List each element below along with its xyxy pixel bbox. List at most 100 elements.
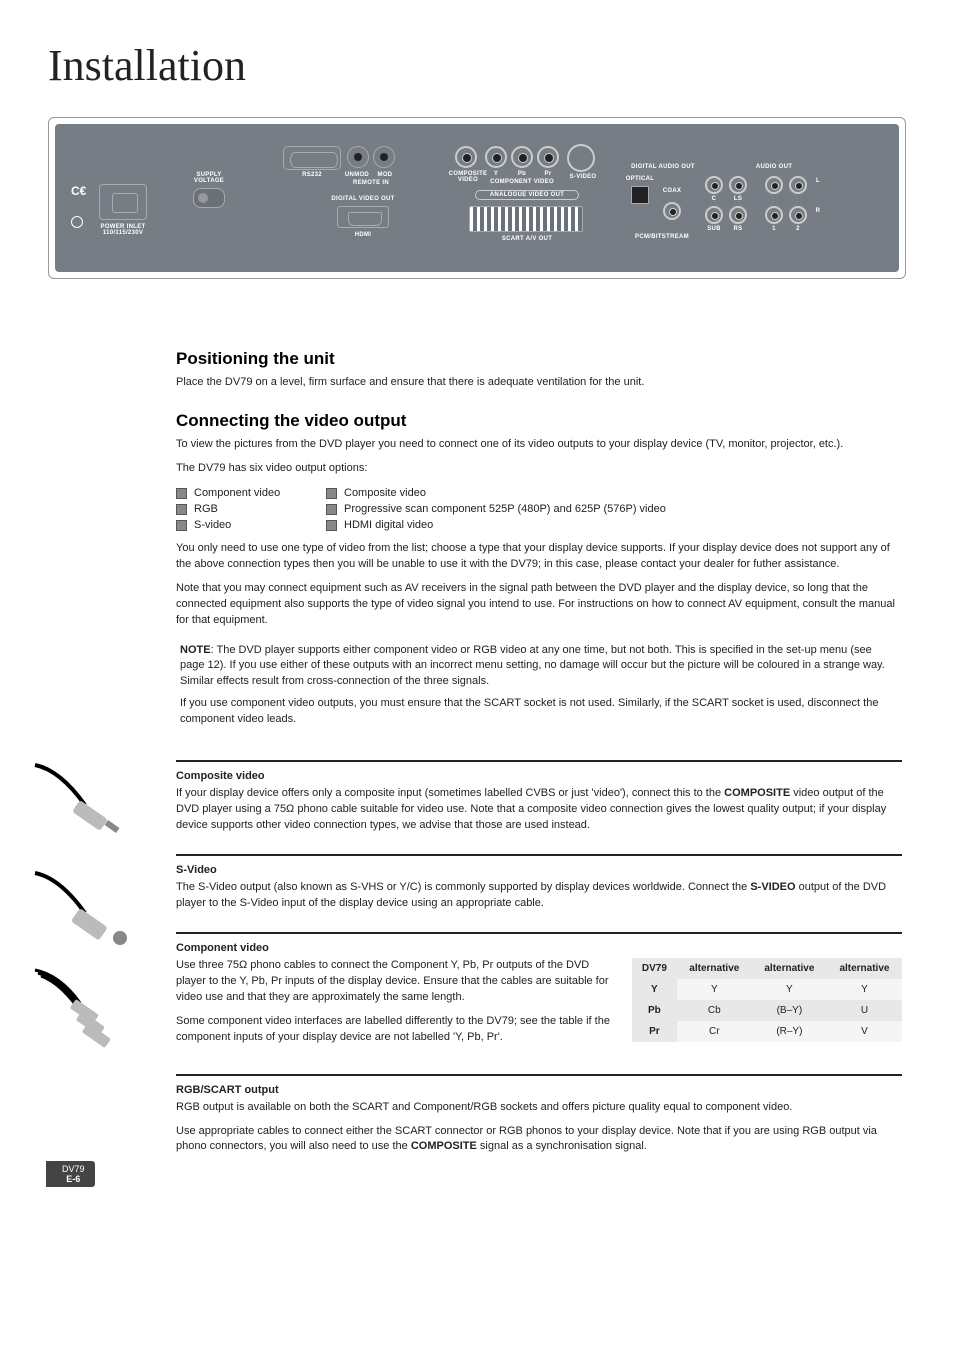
rs232-label: RS232 xyxy=(295,172,329,178)
section-component: Component video DV79 alternative alterna… xyxy=(176,942,902,1054)
digital-video-out-label: DIGITAL VIDEO OUT xyxy=(315,196,411,202)
connecting-p4: Note that you may connect equipment such… xyxy=(176,581,902,629)
audio-r-label: R xyxy=(813,208,823,214)
composite-rca-icon xyxy=(455,146,477,168)
optical-label: OPTICAL xyxy=(625,176,655,182)
table-row: Y Y Y Y xyxy=(632,979,902,1000)
rgb-p2: Use appropriate cables to connect either… xyxy=(176,1124,902,1156)
th: alternative xyxy=(752,958,827,979)
connecting-p2: The DV79 has six video output options: xyxy=(176,461,902,477)
composite-heading: Composite video xyxy=(176,770,902,782)
list-item: RGB xyxy=(176,501,326,517)
pb-label: Pb xyxy=(513,171,531,177)
coax-rca-icon xyxy=(663,202,681,220)
hdmi-port-icon xyxy=(337,206,389,228)
audio-rs-icon xyxy=(729,206,747,224)
connecting-heading: Connecting the video output xyxy=(176,411,902,431)
table-row: Pr Cr (R–Y) V xyxy=(632,1021,902,1042)
power-inlet-label: POWER INLET 110/115/230V xyxy=(93,224,153,236)
composite-bold: COMPOSITE xyxy=(724,787,790,799)
note1-text: : The DVD player supports either compone… xyxy=(180,644,885,688)
note-label: NOTE xyxy=(180,644,211,656)
supply-voltage-switch-icon xyxy=(193,188,225,208)
analogue-video-out-label: ANALOGUE VIDEO OUT xyxy=(475,190,579,200)
c-label: C xyxy=(705,196,723,202)
td: Cr xyxy=(677,1021,752,1042)
td: Y xyxy=(677,979,752,1000)
audio-2r-icon xyxy=(789,206,807,224)
td: Y xyxy=(752,979,827,1000)
page-title: Installation xyxy=(48,40,954,91)
section-positioning: Positioning the unit Place the DV79 on a… xyxy=(176,349,902,391)
td: Y xyxy=(632,979,677,1000)
td: Pb xyxy=(632,1000,677,1021)
digital-audio-out-label: DIGITAL AUDIO OUT xyxy=(615,164,711,170)
note1: NOTE: The DVD player supports either com… xyxy=(180,643,898,691)
hdmi-label: HDMI xyxy=(349,232,377,238)
rgb-p2-b: signal as a synchronisation signal. xyxy=(477,1140,647,1152)
audio-ls-icon xyxy=(729,176,747,194)
remote-mod-jack-icon xyxy=(373,146,395,168)
composite-body: If your display device offers only a com… xyxy=(176,786,902,834)
supply-voltage: SUPPLY VOLTAGE xyxy=(185,172,233,208)
svideo-port-icon xyxy=(567,144,595,172)
rs232-port-icon xyxy=(283,146,341,170)
audio-out-label: AUDIO OUT xyxy=(745,164,803,170)
connecting-p1: To view the pictures from the DVD player… xyxy=(176,437,902,453)
th: DV79 xyxy=(632,958,677,979)
mod-label: MOD xyxy=(373,172,397,178)
rgb-p1: RGB output is available on both the SCAR… xyxy=(176,1100,902,1116)
pr-label: Pr xyxy=(539,171,557,177)
remote-unmod-jack-icon xyxy=(347,146,369,168)
td: (R–Y) xyxy=(752,1021,827,1042)
note-box: NOTE: The DVD player supports either com… xyxy=(176,637,902,741)
component-pb-rca-icon xyxy=(511,146,533,168)
th: alternative xyxy=(677,958,752,979)
svideo-cable-icon xyxy=(30,868,150,951)
approval-mark-icon xyxy=(71,216,83,228)
separator xyxy=(176,760,902,762)
pcm-label: PCM/BITSTREAM xyxy=(627,234,697,240)
list-item: Progressive scan component 525P (480P) a… xyxy=(326,501,826,517)
td: U xyxy=(827,1000,902,1021)
list-item: Component video xyxy=(176,485,326,501)
positioning-heading: Positioning the unit xyxy=(176,349,902,369)
video-options-list: Component video Composite video RGB Prog… xyxy=(176,485,902,533)
ch2-label: 2 xyxy=(791,226,805,232)
rear-panel-frame: C€ POWER INLET 110/115/230V SUPPLY VOLTA… xyxy=(48,117,906,279)
td: V xyxy=(827,1021,902,1042)
y-label: Y xyxy=(487,171,505,177)
component-cable-icon xyxy=(30,965,150,1068)
svideo-body: The S-Video output (also known as S-VHS … xyxy=(176,880,902,912)
rear-panel: C€ POWER INLET 110/115/230V SUPPLY VOLTA… xyxy=(55,124,899,272)
td: Y xyxy=(827,979,902,1000)
rgb-heading: RGB/SCART output xyxy=(176,1084,902,1096)
scart-label: SCART A/V OUT xyxy=(495,236,559,242)
composite-label: COMPOSITE VIDEO xyxy=(447,171,489,183)
composite-body-a: If your display device offers only a com… xyxy=(176,787,724,799)
coax-label: COAX xyxy=(659,188,685,194)
rs-label: RS xyxy=(729,226,747,232)
list-item: S-video xyxy=(176,517,326,533)
power-inlet-icon xyxy=(99,184,147,220)
ls-label: LS xyxy=(729,196,747,202)
remote-in-label: REMOTE IN xyxy=(343,180,399,186)
component-heading: Component video xyxy=(176,942,902,954)
td: (B–Y) xyxy=(752,1000,827,1021)
separator xyxy=(176,932,902,934)
footer-model: DV79 xyxy=(62,1164,85,1174)
separator xyxy=(176,854,902,856)
sub-label: SUB xyxy=(703,226,725,232)
audio-l-label: L xyxy=(813,178,823,184)
svideo-bold: S-VIDEO xyxy=(750,881,795,893)
supply-voltage-label: SUPPLY VOLTAGE xyxy=(185,172,233,184)
audio-2l-icon xyxy=(789,176,807,194)
svideo-label: S-VIDEO xyxy=(567,174,599,180)
section-composite: Composite video If your display device o… xyxy=(176,770,902,834)
table-row: DV79 alternative alternative alternative xyxy=(632,958,902,979)
audio-1r-icon xyxy=(765,206,783,224)
optical-port-icon xyxy=(631,186,649,204)
section-connecting: Connecting the video output To view the … xyxy=(176,411,902,740)
list-item: Composite video xyxy=(326,485,826,501)
composite-cable-icon xyxy=(30,760,150,843)
